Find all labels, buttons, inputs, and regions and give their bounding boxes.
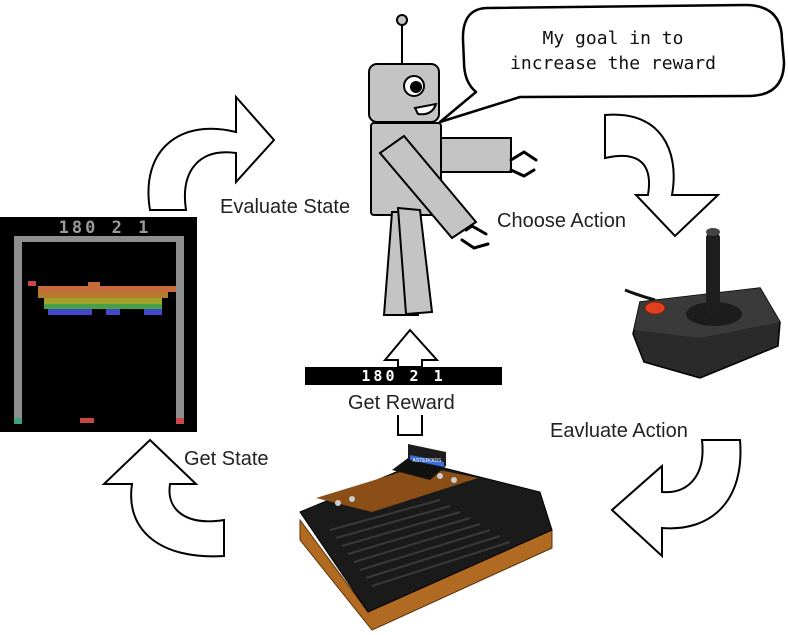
brick-row-orange bbox=[38, 286, 176, 292]
game-wall-right bbox=[176, 236, 184, 422]
label-choose-action: Choose Action bbox=[497, 210, 626, 232]
label-get-reward: Get Reward bbox=[348, 392, 455, 414]
arrow-evaluate-action bbox=[610, 439, 742, 559]
arrow-choose-action bbox=[604, 113, 721, 238]
brick-row-green bbox=[44, 304, 162, 309]
robot-claw-lower-b bbox=[460, 238, 490, 250]
console-switch-2 bbox=[349, 496, 355, 502]
label-get-state: Get State bbox=[184, 448, 269, 470]
brick-row-blue-b bbox=[106, 309, 120, 315]
console-ribs bbox=[329, 499, 511, 587]
game-score: 180 2 1 bbox=[58, 218, 152, 238]
arrow-get-reward bbox=[382, 328, 440, 368]
label-evaluate-action: Eavluate Action bbox=[550, 420, 688, 442]
console-cartridge-label-bg bbox=[410, 455, 444, 467]
joystick-stick-top bbox=[706, 228, 720, 236]
game-wall-left bbox=[14, 236, 22, 422]
game-screen-background bbox=[0, 217, 197, 432]
robot-mouth bbox=[413, 102, 438, 116]
console-switch-3 bbox=[437, 473, 443, 479]
joystick-stick bbox=[706, 232, 720, 316]
robot-pupil bbox=[410, 81, 422, 93]
speech-line-2: increase the reward bbox=[510, 53, 716, 74]
game-wall-top bbox=[14, 236, 184, 242]
console-switch-4 bbox=[451, 477, 457, 483]
brick-row-blue-c bbox=[144, 309, 162, 315]
robot-arm-upper bbox=[440, 137, 512, 173]
label-evaluate-state: Evaluate State bbox=[220, 196, 351, 218]
arrow-get-state bbox=[101, 438, 225, 558]
game-wall-right-base bbox=[176, 418, 184, 424]
speech-bubble-text: My goal in to increase the reward bbox=[468, 26, 758, 76]
robot-arm-lower bbox=[378, 134, 478, 240]
robot-claw-upper-a bbox=[509, 150, 538, 162]
game-paddle bbox=[80, 418, 94, 423]
joystick-fire-button bbox=[644, 301, 666, 315]
robot-leg-right bbox=[396, 206, 434, 316]
speech-line-1: My goal in to bbox=[542, 28, 684, 49]
brick-row-orange-extra bbox=[88, 282, 100, 286]
robot-antenna-tip bbox=[396, 14, 408, 26]
brick-row-red bbox=[28, 281, 36, 286]
reward-score: 180 2 1 bbox=[361, 367, 446, 385]
brick-row-blue-a bbox=[48, 309, 92, 315]
console-cartridge-label: ASTEROIDS bbox=[413, 458, 443, 464]
brick-row-tan bbox=[38, 292, 168, 298]
brick-row-yellow bbox=[44, 298, 162, 304]
console-switch-1 bbox=[335, 500, 341, 506]
game-wall-left-base bbox=[14, 418, 22, 424]
arrow-get-reward-tail bbox=[397, 415, 423, 436]
robot-claw-lower-a bbox=[464, 224, 488, 236]
reward-strip bbox=[305, 367, 502, 385]
robot-claw-upper-b bbox=[509, 168, 536, 178]
joystick-cable bbox=[624, 288, 656, 302]
arrow-evaluate-state bbox=[147, 94, 276, 211]
